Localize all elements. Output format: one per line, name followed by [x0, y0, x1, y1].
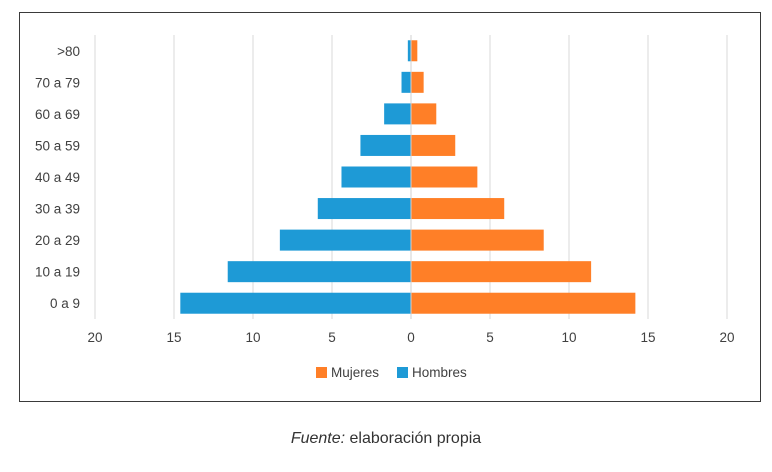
bar-layer: [180, 40, 636, 314]
bar-mujeres-2: [411, 229, 544, 251]
bar-hombres-5: [360, 134, 411, 156]
bar-hombres-4: [341, 166, 411, 188]
grid-layer: [94, 35, 728, 319]
bar-mujeres-6: [411, 103, 437, 125]
legend-swatch-hombres: [397, 367, 408, 378]
caption-source-label: Fuente:: [290, 430, 346, 447]
x-tick-label: 15: [640, 330, 655, 345]
bar-mujeres-7: [411, 71, 424, 93]
bar-mujeres-5: [411, 134, 456, 156]
figure-caption: Fuente: elaboración propia: [0, 430, 772, 448]
legend-label-mujeres: Mujeres: [331, 365, 379, 380]
x-tick-label: 0: [407, 330, 415, 345]
legend: Mujeres Hombres: [316, 365, 467, 380]
category-label: >80: [57, 44, 80, 59]
bar-mujeres-0: [411, 292, 636, 314]
x-tick-label: 5: [328, 330, 336, 345]
bar-hombres-2: [279, 229, 411, 251]
category-label: 20 a 29: [35, 233, 80, 248]
category-label: 30 a 39: [35, 202, 80, 217]
bar-hombres-1: [227, 261, 411, 283]
bar-hombres-8: [407, 40, 411, 62]
x-tick-label: 10: [245, 330, 260, 345]
x-tick-label: 20: [719, 330, 734, 345]
x-tick-label: 5: [486, 330, 494, 345]
category-label: 0 a 9: [50, 296, 80, 311]
category-label: 10 a 19: [35, 265, 80, 280]
bar-mujeres-3: [411, 198, 505, 220]
category-label: 40 a 49: [35, 170, 80, 185]
category-label: 50 a 59: [35, 138, 80, 153]
bar-hombres-6: [384, 103, 411, 125]
population-pyramid-chart: 20 15 10 5 0 5 10 15 20 0 a 9 10 a 19 20 a 29 30 a 3…: [35, 35, 735, 380]
bar-mujeres-1: [411, 261, 592, 283]
legend-swatch-mujeres: [316, 367, 327, 378]
x-tick-label: 10: [561, 330, 576, 345]
x-tick-label: 15: [166, 330, 181, 345]
caption-source-text: elaboración propia: [345, 430, 482, 447]
legend-label-hombres: Hombres: [412, 365, 467, 380]
category-label: 70 a 79: [35, 75, 80, 90]
category-label: 60 a 69: [35, 107, 80, 122]
bar-hombres-3: [317, 198, 411, 220]
bar-hombres-7: [401, 71, 411, 93]
label-layer: 20 15 10 5 0 5 10 15 20 0 a 9 10 a 19 20 a 29 30 a 3…: [35, 44, 735, 345]
chart-frame: 20 15 10 5 0 5 10 15 20 0 a 9 10 a 19 20 a 29 30 a 3…: [19, 12, 761, 402]
bar-hombres-0: [180, 292, 411, 314]
bar-mujeres-8: [411, 40, 418, 62]
x-tick-label: 20: [87, 330, 102, 345]
bar-mujeres-4: [411, 166, 478, 188]
